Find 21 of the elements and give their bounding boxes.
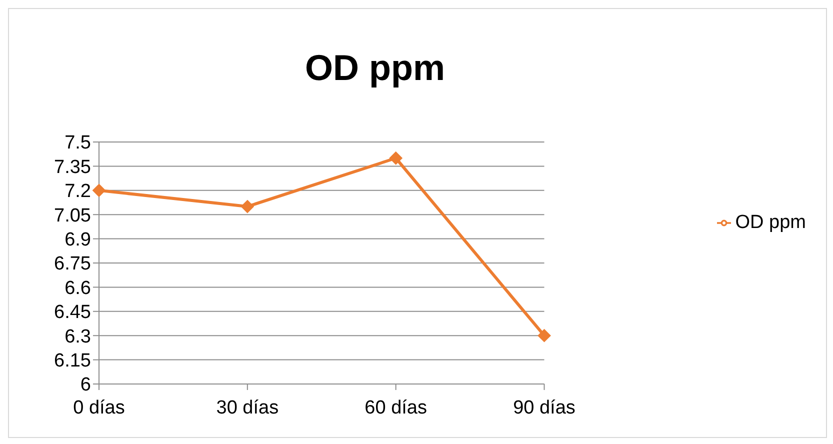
y-tick-label: 6.9: [64, 230, 91, 251]
legend-label: OD ppm: [735, 212, 806, 233]
x-tick-label: 30 días: [216, 397, 279, 418]
y-tick-label: 6.6: [64, 278, 91, 299]
point: [538, 329, 551, 342]
x-tick-label: 90 días: [513, 397, 576, 418]
point: [92, 184, 106, 197]
y-tick-label: 7.35: [54, 156, 91, 178]
y-tick-label: 6.45: [54, 302, 91, 324]
y-tick-label: 6: [80, 374, 91, 396]
point: [240, 200, 254, 214]
point: [389, 152, 402, 165]
y-tick-label: 6.3: [64, 326, 91, 348]
y-tick-label: 6.15: [54, 350, 91, 372]
y-tick-label: 6.75: [54, 254, 91, 275]
x-tick-label: 0 días: [73, 397, 125, 418]
x-tick-label: 60 días: [364, 397, 427, 418]
y-tick-label: 7.2: [64, 181, 91, 202]
y-tick-label: 7.05: [54, 205, 91, 226]
chart-title: OD ppm: [304, 47, 446, 89]
y-tick-label: 7.5: [64, 132, 91, 154]
